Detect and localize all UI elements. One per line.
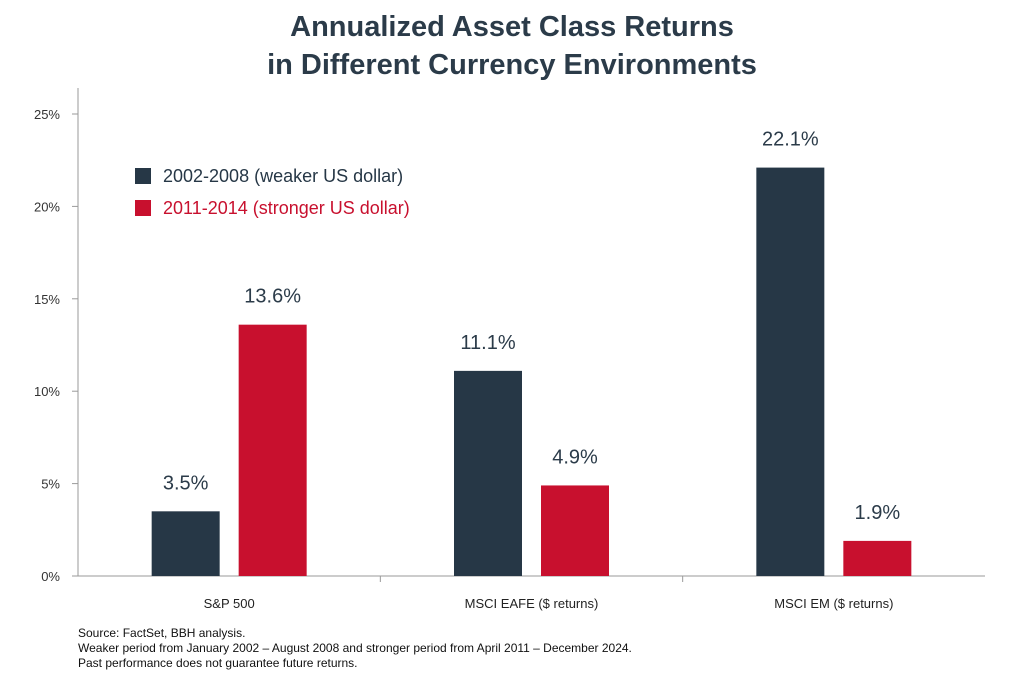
data-label: 13.6% [244,286,301,308]
y-tick-label: 25% [34,107,60,122]
bar [541,485,609,576]
footnote-source: Source: FactSet, BBH analysis. [78,626,246,640]
y-tick-label: 0% [41,569,60,584]
chart-title-line-1: Annualized Asset Class Returns [290,11,734,43]
legend-swatch [135,168,151,184]
chart-title-line-2: in Different Currency Environments [267,49,757,81]
data-label: 1.9% [855,502,901,524]
footnote-disclaimer: Past performance does not guarantee futu… [78,656,358,670]
y-tick-label: 15% [34,292,60,307]
category-label: MSCI EAFE ($ returns) [465,596,599,611]
data-label: 3.5% [163,472,209,494]
footnote-periods: Weaker period from January 2002 – August… [78,641,632,655]
category-label: S&P 500 [204,596,255,611]
chart-title: Annualized Asset Class Returns in Differ… [0,8,1024,84]
y-tick-label: 20% [34,199,60,214]
bar [238,324,307,576]
legend-label: 2002-2008 (weaker US dollar) [163,166,403,186]
bar [756,167,825,577]
bar [843,540,912,576]
data-label: 22.1% [762,129,819,151]
data-label: 4.9% [552,446,598,468]
bar [151,511,220,576]
y-tick-label: 5% [41,477,60,492]
bar [454,370,522,576]
category-label: MSCI EM ($ returns) [774,596,893,611]
legend-label: 2011-2014 (stronger US dollar) [163,198,410,218]
footnotes: Source: FactSet, BBH analysis. Weaker pe… [78,626,632,671]
legend-swatch [135,200,151,216]
y-tick-label: 10% [34,384,60,399]
data-label: 11.1% [460,332,515,354]
